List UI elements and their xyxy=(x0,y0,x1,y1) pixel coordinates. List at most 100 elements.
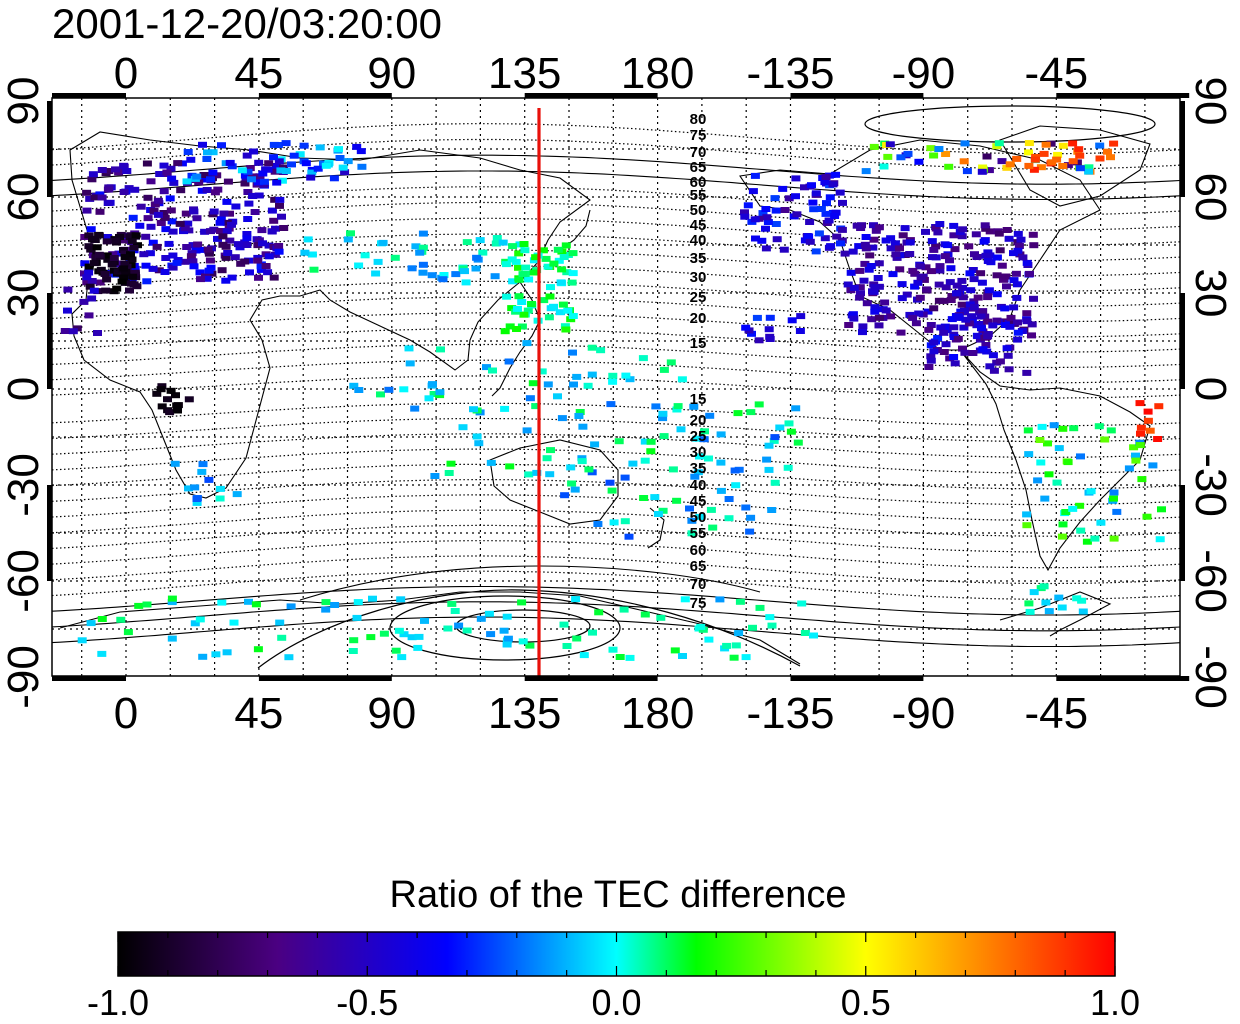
tec-cell xyxy=(490,273,500,280)
tec-cell xyxy=(572,373,582,380)
tec-cell xyxy=(992,272,1002,279)
tec-cell xyxy=(757,237,767,244)
tec-cell xyxy=(765,314,775,321)
tec-cell xyxy=(891,251,901,258)
tec-cell xyxy=(724,515,734,522)
tec-cell xyxy=(1002,345,1012,352)
tec-cell xyxy=(270,251,280,258)
colorbar-tick-label: 0.5 xyxy=(840,982,891,1023)
tec-cell xyxy=(969,304,979,310)
tec-cell xyxy=(716,431,726,438)
tec-cell xyxy=(896,329,906,336)
tec-cell xyxy=(243,168,253,175)
tec-cell xyxy=(228,218,238,225)
tec-cell xyxy=(860,260,870,267)
tec-cell xyxy=(849,315,859,322)
tec-cell xyxy=(977,168,987,175)
tec-cell xyxy=(814,230,824,237)
tec-cell xyxy=(969,276,979,283)
tec-cell xyxy=(295,151,305,158)
tec-cell xyxy=(478,249,488,256)
tec-cell xyxy=(301,160,311,167)
tec-cell xyxy=(1145,427,1155,434)
tec-cell xyxy=(874,314,884,321)
tec-cell xyxy=(166,165,176,172)
tec-cell xyxy=(436,346,445,353)
tec-cell xyxy=(593,521,603,527)
tec-cell xyxy=(109,255,119,261)
tec-cell xyxy=(748,624,757,631)
tec-cell xyxy=(983,294,993,301)
tec-cell xyxy=(563,307,573,314)
tec-cell xyxy=(905,251,915,257)
tec-cell xyxy=(204,476,214,483)
tec-cell xyxy=(1043,440,1052,447)
tec-cell xyxy=(321,162,331,169)
tec-cell xyxy=(1109,140,1119,147)
tec-cell xyxy=(1084,164,1094,171)
tec-cell xyxy=(1018,254,1028,261)
tec-cell xyxy=(784,420,794,427)
tec-cell xyxy=(762,456,772,463)
tec-cell xyxy=(786,428,796,435)
tec-cell xyxy=(983,258,993,264)
tec-cell xyxy=(966,287,976,294)
tec-cell xyxy=(134,602,144,609)
tec-cell xyxy=(376,391,385,398)
tec-cell xyxy=(646,438,656,445)
tec-cell xyxy=(944,163,954,170)
tec-cell xyxy=(142,601,152,608)
tec-cell xyxy=(754,401,764,408)
tec-cell xyxy=(822,200,831,207)
tec-cell xyxy=(168,252,178,259)
tec-cell xyxy=(997,262,1007,269)
tec-cell xyxy=(972,322,982,329)
tec-cell xyxy=(869,143,879,150)
tec-cell xyxy=(950,246,960,253)
tec-cell xyxy=(855,284,865,291)
tec-cell xyxy=(253,179,263,186)
tec-cell xyxy=(840,250,850,257)
tec-cell xyxy=(127,256,137,263)
tec-cell xyxy=(176,187,186,194)
tec-cell xyxy=(1009,304,1019,311)
tec-cell xyxy=(716,487,726,494)
tec-cell xyxy=(411,243,421,250)
tec-cell xyxy=(1068,505,1078,512)
tec-cell xyxy=(1136,424,1146,431)
tec-cell xyxy=(227,274,237,281)
tec-cell xyxy=(858,323,868,330)
tec-cell xyxy=(800,237,810,244)
tec-cell xyxy=(981,225,991,232)
tec-cell xyxy=(897,295,907,302)
tec-cell xyxy=(562,269,572,276)
tec-cell xyxy=(734,630,744,637)
contour-label-south: 50 xyxy=(690,509,707,526)
tec-cell xyxy=(454,622,464,629)
tec-cell xyxy=(340,169,350,176)
tec-cell xyxy=(1058,521,1068,528)
tec-cell xyxy=(795,328,805,334)
tec-cell xyxy=(914,310,924,317)
tec-cell xyxy=(94,232,104,239)
tec-cell xyxy=(129,281,139,288)
tec-cell xyxy=(1135,400,1145,407)
tec-cell xyxy=(528,380,538,387)
tec-cell xyxy=(571,596,581,603)
tec-cell xyxy=(676,426,686,433)
contour-label-north: 25 xyxy=(690,289,707,306)
tec-cell xyxy=(208,149,218,156)
tec-cell xyxy=(343,158,353,165)
tec-cell xyxy=(315,144,325,151)
tec-cell xyxy=(1131,457,1141,464)
tec-cell xyxy=(124,185,134,192)
tec-cell xyxy=(230,254,240,261)
tec-cell xyxy=(924,364,934,370)
tec-cell xyxy=(247,176,256,183)
tec-cell xyxy=(275,196,285,203)
tec-cell xyxy=(399,386,409,393)
tec-cell xyxy=(764,442,774,449)
tec-cell xyxy=(784,195,794,202)
tec-cell xyxy=(407,265,417,272)
tec-cell xyxy=(94,251,104,258)
